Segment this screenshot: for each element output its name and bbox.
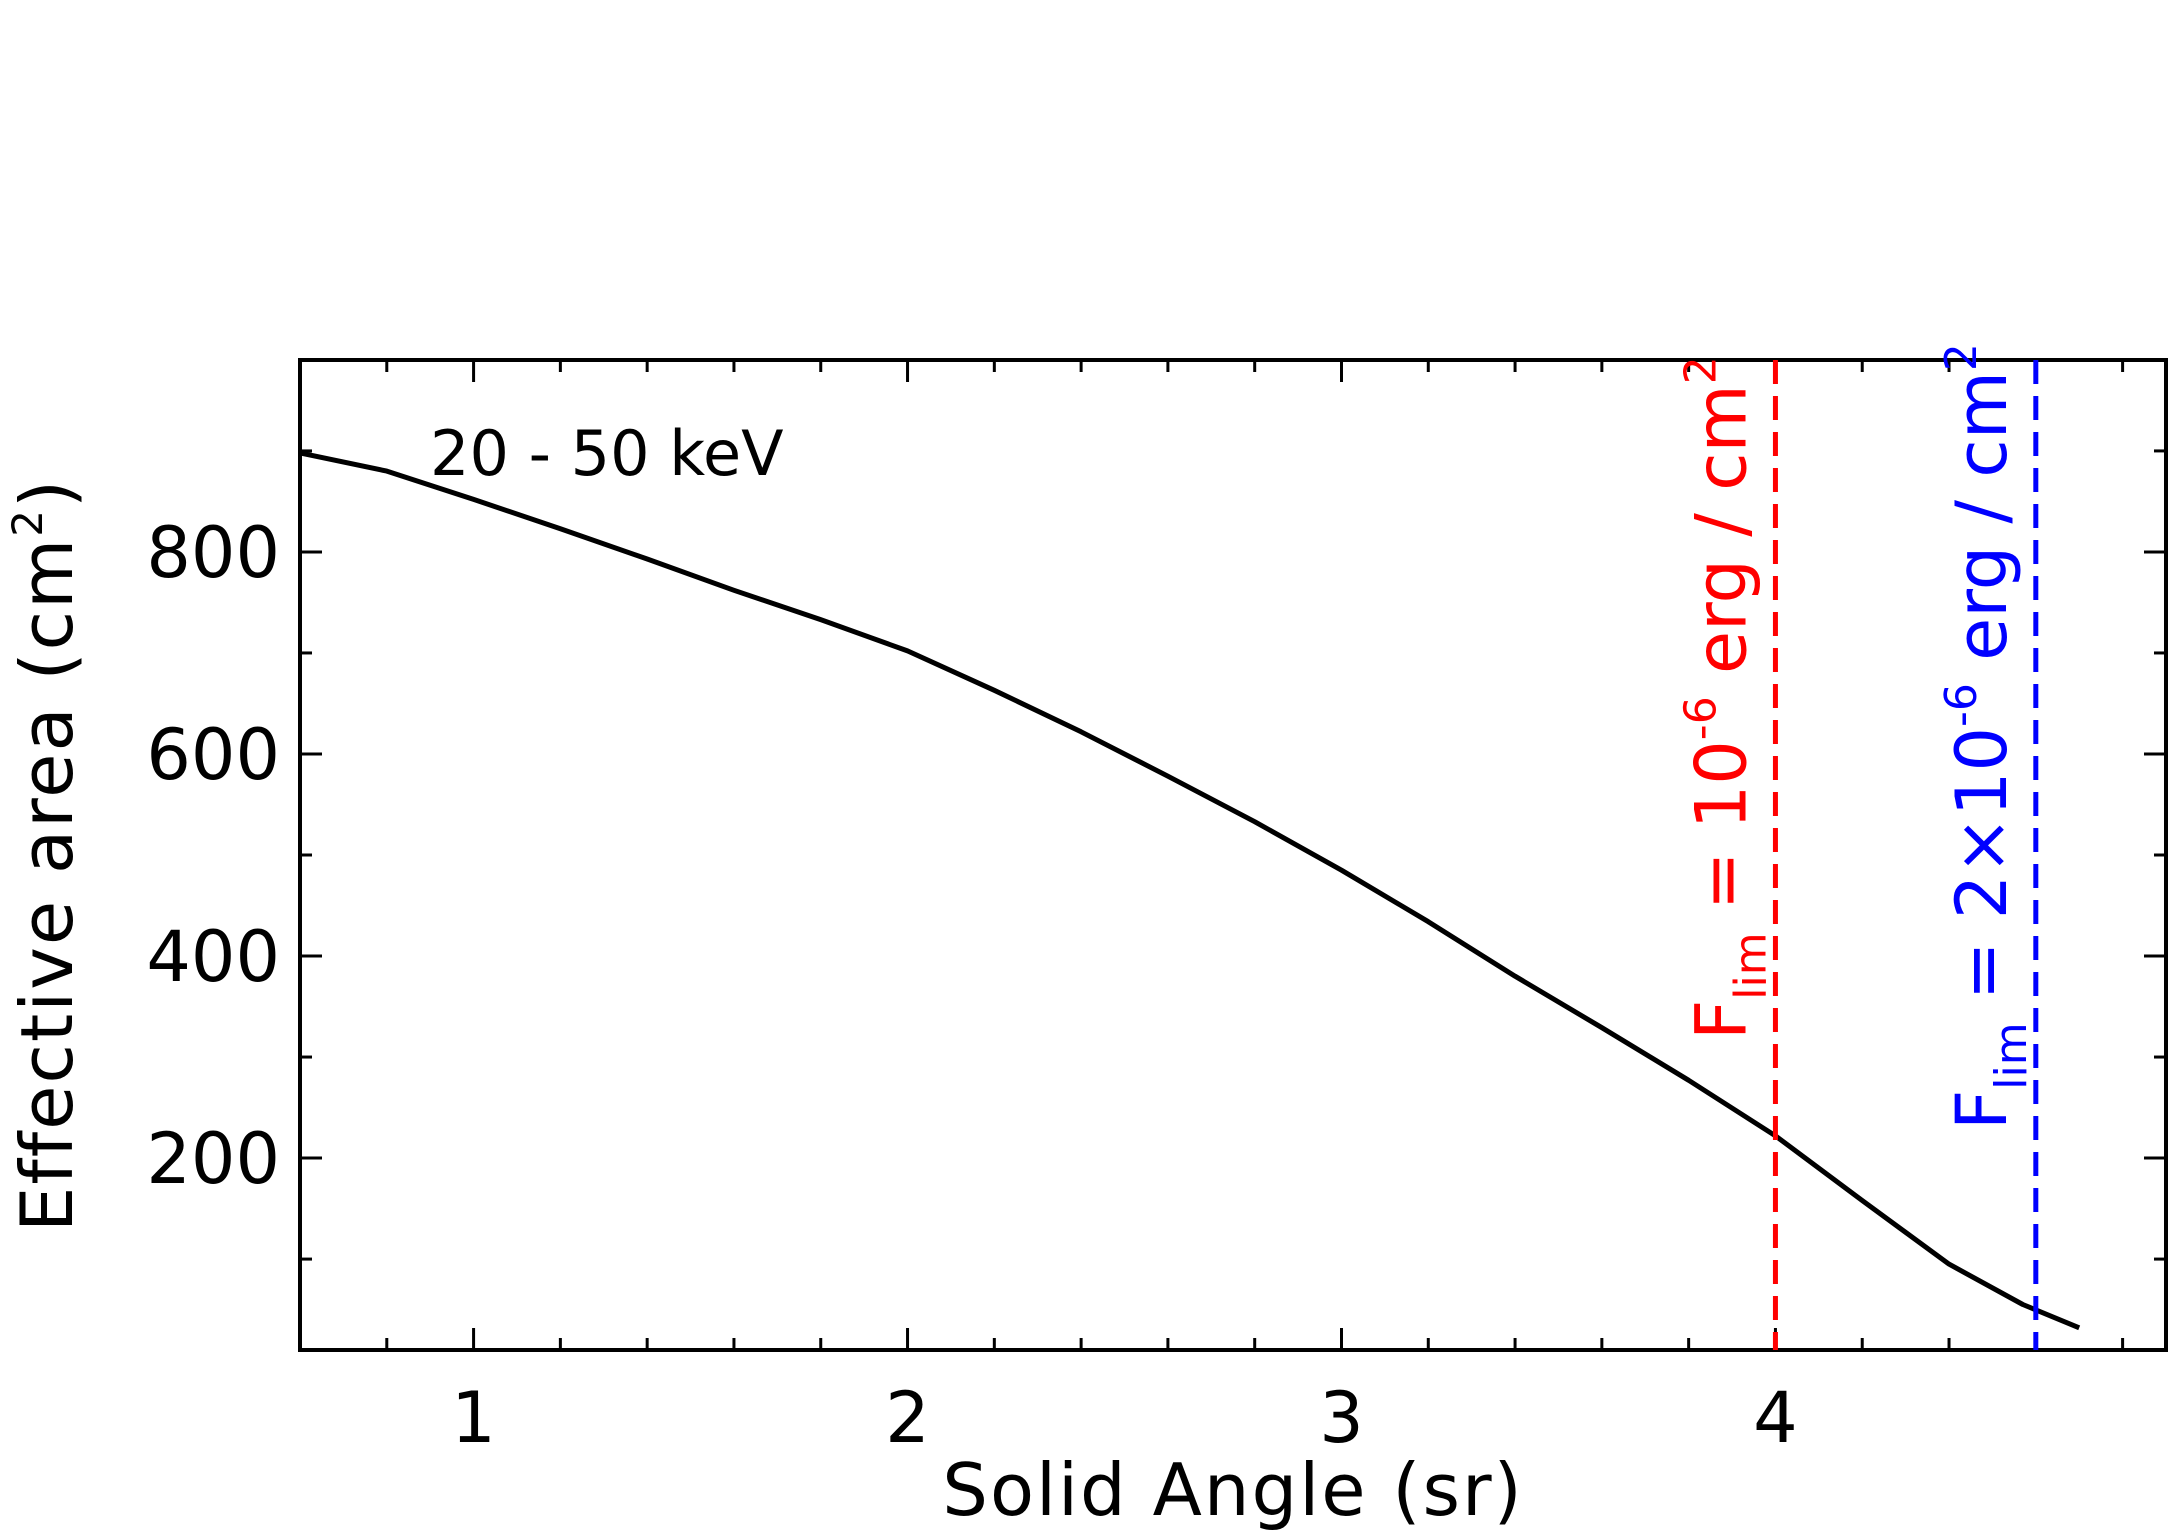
label-sup2: 2 [1675,356,1726,384]
label-mid: = 2×10 [1941,727,2023,1022]
plot-frame [298,358,2168,1352]
label-sup: -6 [1936,683,1987,727]
limit-line-label-1: Flim = 10-6 erg / cm2 [1675,356,1776,1040]
x-tick-label: 2 [885,1377,930,1459]
label-sub: lim [1725,932,1776,999]
y-tick-label: 400 [146,916,280,998]
y-axis-title-main: Effective area (cm [5,537,89,1232]
limit-line-label-2: Flim = 2×10-6 erg / cm2 [1936,343,2037,1130]
label-end: erg / cm [1941,371,2023,683]
label-main: F [1941,1090,2023,1130]
y-axis-title: Effective area (cm2) [3,478,89,1232]
label-main: F [1680,1000,1762,1040]
x-tick-label: 1 [451,1377,496,1459]
x-tick-label: 4 [1753,1377,1798,1459]
x-tick-label: 3 [1319,1377,1364,1459]
x-axis-title: Solid Angle (sr) [942,1448,1523,1532]
y-tick-label: 800 [146,512,280,594]
label-sub: lim [1986,1022,2037,1089]
label-mid: = 10 [1680,740,1762,932]
y-tick-label: 200 [146,1118,280,1200]
y-axis-title-close: ) [5,478,89,508]
series-line-effective-area [299,450,2081,1331]
label-sup: -6 [1675,696,1726,740]
y-tick-label: 600 [146,714,280,796]
tick-labels: 1 2 3 4 200 400 600 800 [146,512,1797,1459]
label-sup2: 2 [1936,343,1987,371]
energy-range-annotation: 20 - 50 keV [430,417,784,490]
axis-ticks [298,360,2166,1350]
y-axis-title-sup: 2 [3,508,52,537]
label-end: erg / cm [1680,384,1762,696]
